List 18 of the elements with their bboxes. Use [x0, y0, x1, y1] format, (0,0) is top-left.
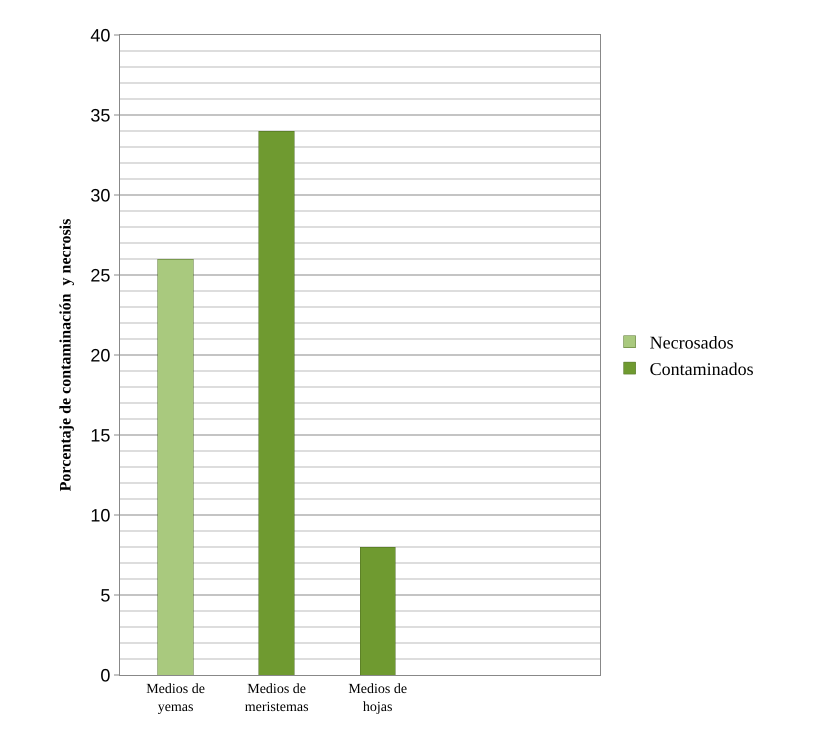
y-tick-label: 0 [100, 665, 110, 686]
y-tick-label: 25 [90, 265, 110, 286]
bar [258, 130, 295, 675]
bar [158, 258, 194, 675]
bar [360, 546, 396, 675]
y-tick-label: 30 [90, 185, 110, 206]
y-tick-label: 40 [90, 25, 110, 46]
x-tick-label: Medios de meristemas [244, 682, 309, 715]
y-tick-label: 10 [90, 505, 110, 526]
x-tick-label: Medios de yemas [146, 682, 205, 715]
y-tick-label: 20 [90, 345, 110, 366]
legend-label: Necrosados [650, 332, 734, 353]
legend-label: Contaminados [650, 359, 754, 380]
y-tick-label: 5 [100, 585, 110, 606]
y-tick-label: 15 [90, 425, 110, 446]
x-tick-label: Medios de hojas [348, 682, 408, 715]
y-axis-title: Porcentaje de contaminación y necrosis [57, 218, 74, 492]
y-tick-label: 35 [90, 105, 110, 126]
